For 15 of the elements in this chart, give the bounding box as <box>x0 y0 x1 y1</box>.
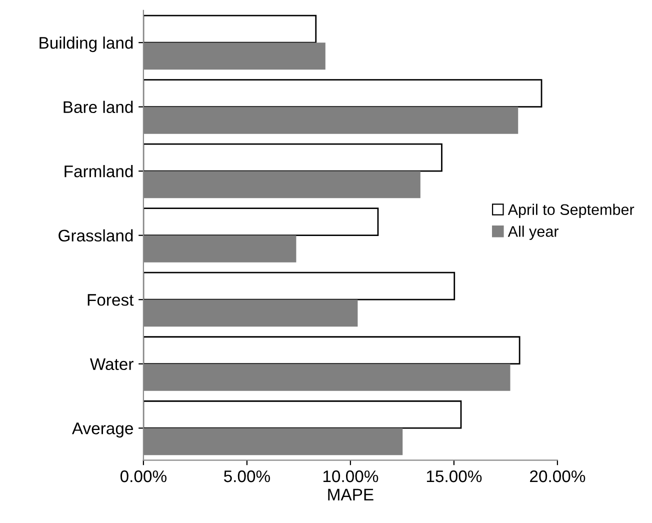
legend-label: All year <box>508 226 559 240</box>
y-tick-label: Grassland <box>58 229 133 242</box>
legend-label: April to September <box>508 204 634 218</box>
x-tick-label: 20.00% <box>530 470 586 482</box>
y-tick-label: Bare land <box>64 100 133 114</box>
y-tick-label: Average <box>72 422 133 438</box>
x-axis-title: MAPE <box>328 488 374 500</box>
x-tick-label: 10.00% <box>323 470 378 482</box>
x-tick-label: 0.00% <box>120 470 166 482</box>
y-tick-label: Water <box>90 358 134 370</box>
y-tick-label: Building land <box>40 36 133 52</box>
x-tick-label: 5.00% <box>224 470 270 482</box>
x-tick-label: 15.00% <box>426 470 482 482</box>
y-tick-label: Farmland <box>64 165 133 178</box>
y-tick-label: Forest <box>88 294 134 306</box>
